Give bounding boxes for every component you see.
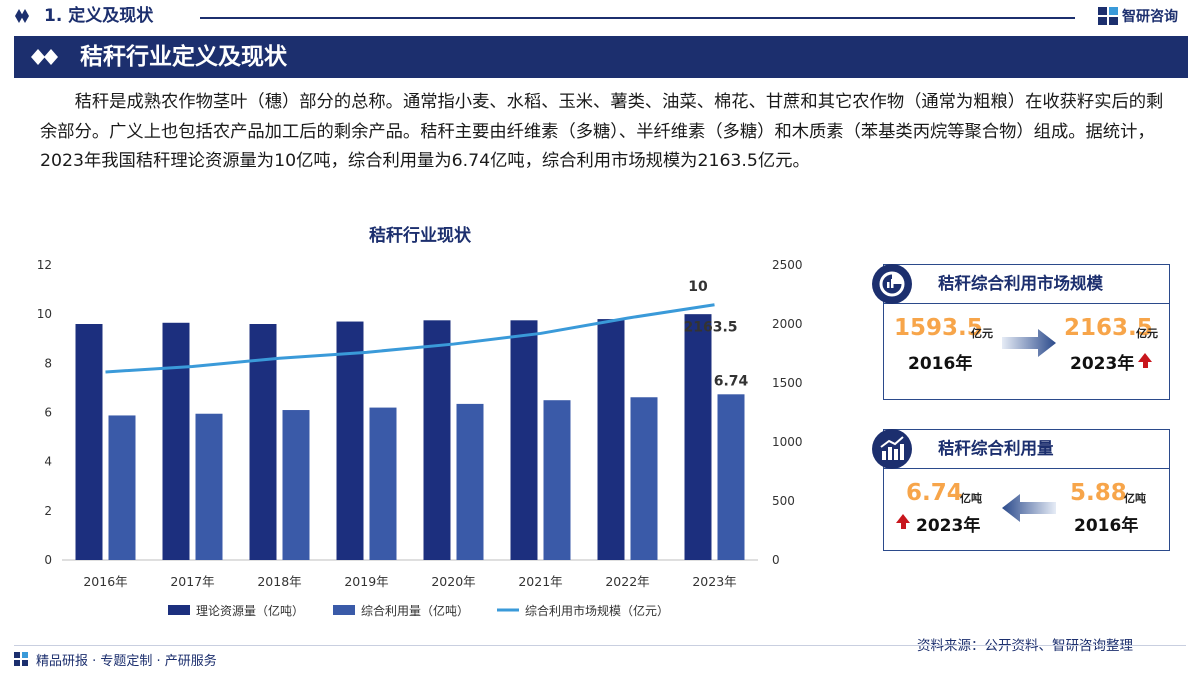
legend-swatch xyxy=(168,605,190,615)
bar-resource xyxy=(684,314,712,560)
pie-chart-icon xyxy=(872,264,912,304)
bar-usage xyxy=(456,403,484,560)
y-right-tick-label: 1500 xyxy=(772,376,803,390)
market-from-unit: 亿元 xyxy=(971,327,993,340)
y-left-tick-label: 6 xyxy=(44,406,52,420)
header-divider xyxy=(200,17,1075,19)
y-left-tick-label: 12 xyxy=(37,258,52,272)
bar-usage xyxy=(282,410,310,560)
x-tick-label: 2020年 xyxy=(431,574,475,589)
usage-old-unit: 亿吨 xyxy=(1124,492,1146,505)
arrow-right-icon xyxy=(1002,329,1056,357)
bar-resource xyxy=(510,320,538,560)
top-bar: 1. 定义及现状 智研咨询 xyxy=(0,0,1200,32)
data-label-market: 2163.5 xyxy=(683,320,737,336)
x-tick-label: 2022年 xyxy=(605,574,649,589)
market-from-value: 1593.5 xyxy=(894,315,983,341)
market-from-year: 2016年 xyxy=(908,354,973,374)
bar-usage xyxy=(369,407,397,560)
brand-icon xyxy=(1098,7,1118,25)
y-left-tick-label: 2 xyxy=(44,504,52,518)
section-title: 1. 定义及现状 xyxy=(44,6,154,26)
y-right-tick-label: 500 xyxy=(772,494,795,508)
source-note: 资料来源：公开资料、智研咨询整理 xyxy=(917,638,1133,654)
market-to-value: 2163.5 xyxy=(1064,315,1153,341)
usage-new-year: 2023年 xyxy=(916,516,981,536)
banner-title: 秸秆行业定义及现状 xyxy=(80,44,287,70)
bar-usage xyxy=(630,397,658,560)
usage-old-value: 5.88 xyxy=(1070,480,1127,506)
bar-usage xyxy=(195,413,223,560)
market-size-line xyxy=(105,303,715,374)
title-banner: 秸秆行业定义及现状 xyxy=(14,36,1188,78)
y-right-tick-label: 1000 xyxy=(772,435,803,449)
bar-resource xyxy=(75,324,103,560)
x-tick-label: 2019年 xyxy=(344,574,388,589)
y-right-tick-label: 2500 xyxy=(772,258,803,272)
double-diamond-icon xyxy=(31,49,58,65)
footer-tagline: 精品研报 · 专题定制 · 产研服务 xyxy=(36,654,217,669)
usage-card-title: 秸秆综合利用量 xyxy=(938,439,1054,458)
growth-chart-icon xyxy=(872,429,912,469)
bar-resource xyxy=(162,322,190,560)
legend-label: 综合利用量（亿吨） xyxy=(361,603,469,618)
usage-new-unit: 亿吨 xyxy=(960,492,982,505)
x-tick-label: 2021年 xyxy=(518,574,562,589)
diamond-bullet-icon xyxy=(15,9,29,23)
chart-title: 秸秆行业现状 xyxy=(369,226,471,246)
bar-resource xyxy=(249,324,277,560)
x-tick-label: 2017年 xyxy=(170,574,214,589)
usage-old-year: 2016年 xyxy=(1074,516,1139,536)
y-left-tick-label: 8 xyxy=(44,356,52,370)
bar-usage xyxy=(543,400,571,560)
market-to-unit: 亿元 xyxy=(1136,327,1158,340)
bar-usage xyxy=(108,415,136,560)
bar-resource xyxy=(336,321,364,560)
x-tick-label: 2018年 xyxy=(257,574,301,589)
y-left-tick-label: 10 xyxy=(37,307,52,321)
x-tick-label: 2023年 xyxy=(692,574,736,589)
footer-divider xyxy=(14,645,1186,646)
legend-label: 理论资源量（亿吨） xyxy=(196,603,304,618)
brand-logo: 智研咨询 xyxy=(1098,6,1178,26)
y-right-tick-label: 0 xyxy=(772,553,780,567)
brand-small-icon xyxy=(14,652,28,666)
market-to-year: 2023年 xyxy=(1070,354,1135,374)
intro-paragraph: 秸秆是成熟农作物茎叶（穗）部分的总称。通常指小麦、水稻、玉米、薯类、油菜、棉花、… xyxy=(40,92,1164,171)
market-card-title: 秸秆综合利用市场规模 xyxy=(938,274,1103,293)
bar-resource xyxy=(597,319,625,560)
data-label-usage: 6.74 xyxy=(714,373,749,389)
y-left-tick-label: 0 xyxy=(44,553,52,567)
combo-chart: 0 2 4 6 8 10 12 0 500 1000 1500 2000 2500 2016年 2017年 2… xyxy=(37,258,803,618)
brand-name: 智研咨询 xyxy=(1122,9,1178,25)
card-header: 秸秆综合利用量 xyxy=(872,429,1169,469)
y-left-tick-label: 4 xyxy=(44,455,52,469)
data-label-resource: 10 xyxy=(688,279,708,295)
legend-swatch xyxy=(333,605,355,615)
x-tick-label: 2016年 xyxy=(83,574,127,589)
arrow-left-icon xyxy=(1002,494,1056,522)
market-size-card: 秸秆综合利用市场规模 1593.5 亿元 2016年 2163.5 亿元 202… xyxy=(872,264,1170,400)
usage-new-value: 6.74 xyxy=(906,480,963,506)
bar-usage xyxy=(717,394,745,560)
usage-card: 秸秆综合利用量 6.74 亿吨 2023年 5.88 亿吨 2016年 xyxy=(872,429,1170,551)
card-header: 秸秆综合利用市场规模 xyxy=(872,264,1169,304)
bar-resource xyxy=(423,320,451,560)
y-right-tick-label: 2000 xyxy=(772,317,803,331)
legend-label: 综合利用市场规模（亿元） xyxy=(525,603,669,618)
